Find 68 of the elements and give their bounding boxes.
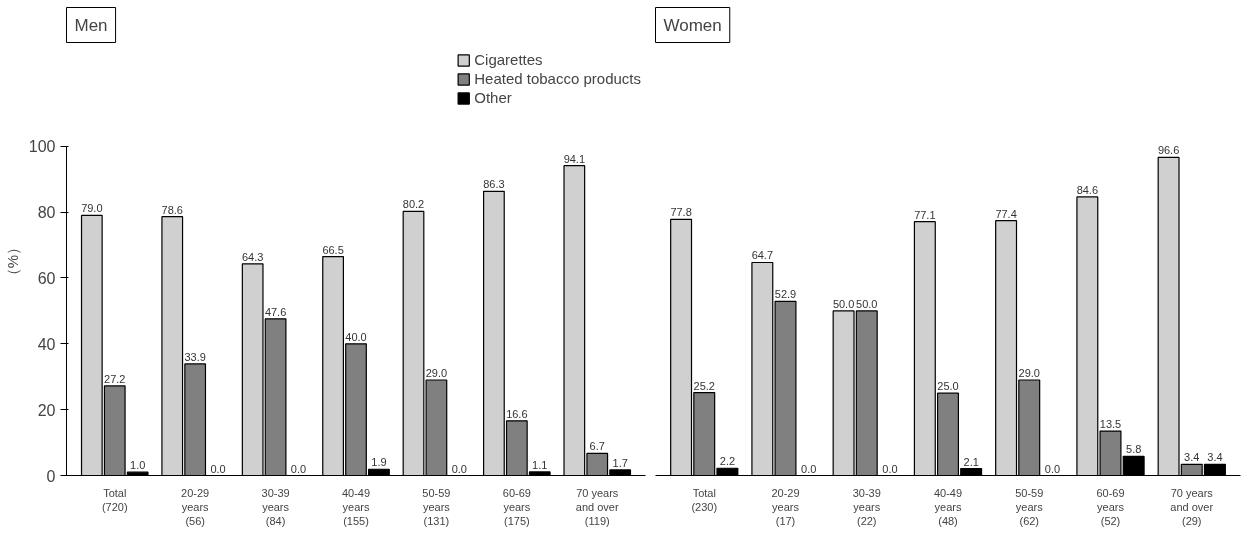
data-label: 84.6 xyxy=(1076,183,1099,196)
data-label: 50.0 xyxy=(832,297,855,310)
data-label: 1.9 xyxy=(371,456,387,469)
data-label: 77.8 xyxy=(670,206,692,219)
x-tick-label: 40-49 years (155) xyxy=(341,486,371,528)
data-label: 6.7 xyxy=(589,440,605,453)
data-label: 29.0 xyxy=(1018,367,1040,380)
data-label: 86.3 xyxy=(483,178,505,191)
data-label: 2.1 xyxy=(963,455,979,468)
data-label: 96.6 xyxy=(1157,144,1180,157)
data-label: 0.0 xyxy=(801,462,817,475)
data-label: 1.7 xyxy=(612,456,628,469)
x-tick-label: Total (230) xyxy=(691,486,718,513)
data-label: 79.0 xyxy=(81,202,103,215)
data-label: 27.2 xyxy=(104,372,126,385)
data-label: 40.0 xyxy=(345,330,367,343)
legend-label: Other xyxy=(474,89,512,106)
data-label: 64.3 xyxy=(241,250,264,263)
data-label: 80.2 xyxy=(402,198,425,211)
y-tick-label: 80 xyxy=(37,204,56,222)
data-label: 0.0 xyxy=(210,462,226,475)
data-label: 50.0 xyxy=(856,297,878,310)
x-tick-label: 50-59 years (131) xyxy=(422,486,451,528)
data-label: 25.0 xyxy=(937,380,959,393)
data-label: 0.0 xyxy=(882,462,898,475)
y-tick-label: 40 xyxy=(37,335,56,353)
data-label: 0.0 xyxy=(1044,462,1061,475)
x-tick-label: 30-39 years (22) xyxy=(852,486,881,528)
data-label: 29.0 xyxy=(425,367,448,380)
data-label: 1.1 xyxy=(532,458,548,471)
x-tick-label: 40-49 years (48) xyxy=(933,486,963,528)
x-tick-label: Total (720) xyxy=(101,486,128,513)
data-label: 1.0 xyxy=(130,459,146,472)
chart-title: Men xyxy=(74,15,108,35)
data-label: 3.4 xyxy=(1207,451,1223,464)
data-label: 5.8 xyxy=(1126,443,1142,456)
x-tick-label: 60-69 years (52) xyxy=(1096,486,1125,528)
x-tick-label: 20-29 years (56) xyxy=(181,486,210,528)
x-tick-label: 70 years and over (119) xyxy=(575,486,619,528)
data-label: 78.6 xyxy=(161,203,183,216)
data-label: 52.9 xyxy=(774,288,797,301)
data-label: 77.4 xyxy=(995,207,1017,220)
y-tick-label: 60 xyxy=(37,269,56,287)
y-tick-label: 100 xyxy=(28,138,56,156)
data-label: 66.5 xyxy=(322,243,344,256)
x-tick-label: 70 years and over (29) xyxy=(1170,486,1214,528)
data-label: 94.1 xyxy=(563,152,586,165)
chart-title: Women xyxy=(663,15,722,35)
x-tick-label: 30-39 years (84) xyxy=(261,486,290,528)
legend-label: Heated tobacco products xyxy=(474,70,641,87)
y-tick-label: 0 xyxy=(46,467,56,485)
data-label: 64.7 xyxy=(751,249,774,262)
data-label: 0.0 xyxy=(290,462,307,475)
data-label: 25.2 xyxy=(693,379,715,392)
x-tick-label: 20-29 years (17) xyxy=(771,486,800,528)
legend-label: Cigarettes xyxy=(474,51,543,68)
x-tick-label: 60-69 years (175) xyxy=(502,486,531,528)
data-label: 33.9 xyxy=(184,350,206,363)
data-label: 0.0 xyxy=(451,462,467,475)
data-label: 13.5 xyxy=(1099,418,1122,431)
data-label: 47.6 xyxy=(264,305,287,318)
data-label: 77.1 xyxy=(914,208,936,221)
data-label: 3.4 xyxy=(1184,451,1200,464)
y-tick-label: 20 xyxy=(37,401,56,419)
data-label: 16.6 xyxy=(506,407,528,420)
data-label: 2.2 xyxy=(719,455,736,468)
y-axis-title: （%） xyxy=(3,239,21,284)
x-tick-label: 50-59 years (62) xyxy=(1015,486,1044,528)
